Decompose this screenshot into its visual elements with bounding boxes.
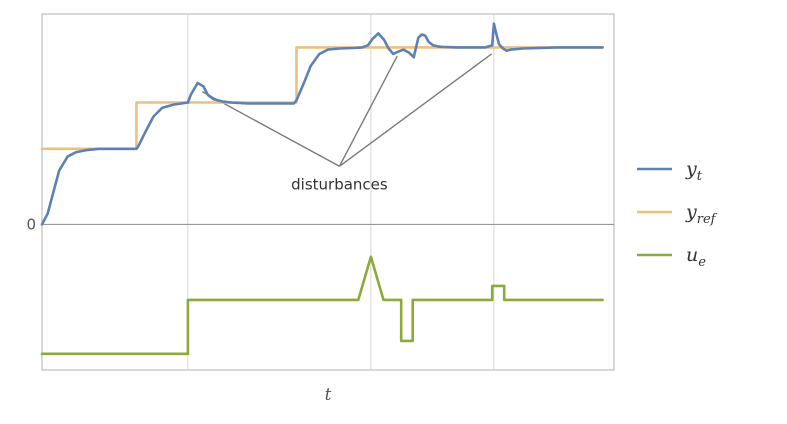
series-line-u-e: [40, 255, 604, 356]
annotation-pointer-3: [339, 53, 493, 167]
y-tick-labels: 0: [26, 215, 36, 233]
annotation-pointers: [201, 53, 493, 167]
series-line-y-t: [40, 22, 604, 226]
y-tick-label-0: 0: [26, 215, 36, 233]
legend-subscript: e: [698, 255, 706, 270]
legend-subscript: t: [697, 169, 703, 184]
legend-symbol: y: [685, 201, 697, 223]
data-series: [40, 22, 604, 356]
x-axis-label: t: [325, 385, 332, 405]
annotation-pointer-2: [338, 55, 398, 167]
legend-symbol: u: [686, 244, 698, 266]
series-line-y-ref: [40, 46, 604, 151]
annotation-label-disturbances: disturbances: [291, 175, 388, 193]
legend-symbol: y: [685, 158, 697, 180]
annotation-pointer-1: [201, 91, 340, 167]
legend-label-u-e: ue: [686, 244, 706, 270]
plot-area: [40, 13, 615, 371]
legend-label-y-ref: yref: [685, 201, 718, 227]
legend-subscript: ref: [697, 212, 718, 227]
plot-frame: [41, 13, 615, 371]
legend-label-y-t: yt: [685, 158, 703, 184]
